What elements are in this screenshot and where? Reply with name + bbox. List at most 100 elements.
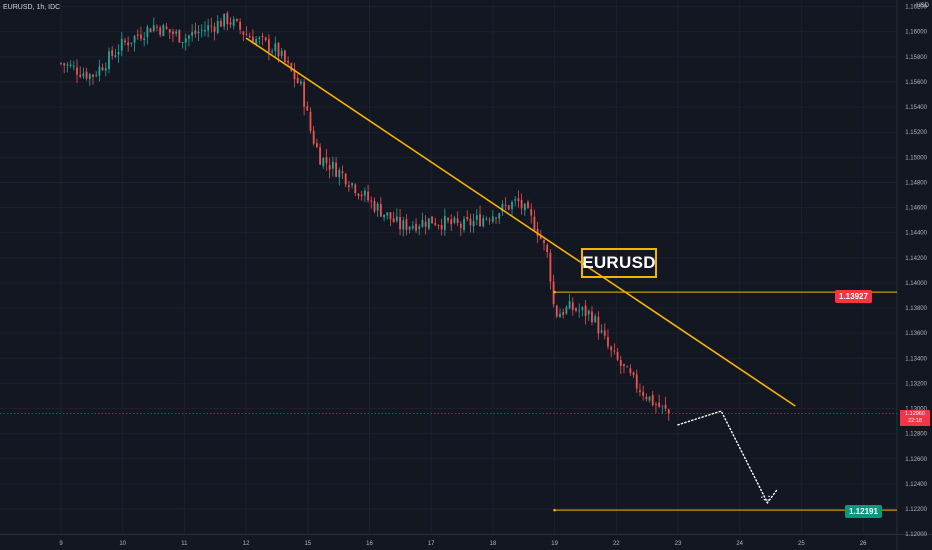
candle-body xyxy=(655,404,657,406)
candle-body xyxy=(312,130,315,144)
candle-body xyxy=(232,19,235,26)
candle-body xyxy=(507,205,510,210)
candle-body xyxy=(517,198,520,202)
candle-body xyxy=(258,37,261,40)
candle-body xyxy=(456,218,459,223)
candle-body xyxy=(76,67,78,75)
candle-body xyxy=(482,218,485,227)
y-tick-label: 1.13200 xyxy=(905,381,927,387)
x-tick-label: 25 xyxy=(798,541,805,547)
support-price-tag: 1.12191 xyxy=(845,505,882,518)
candle-body xyxy=(245,34,248,36)
candle-body xyxy=(568,301,571,309)
candle-body xyxy=(341,171,344,173)
candle-body xyxy=(584,305,587,316)
candle-body xyxy=(322,157,325,167)
y-tick-label: 1.15000 xyxy=(905,155,927,161)
candle-body xyxy=(594,316,597,322)
candle-body xyxy=(578,310,581,312)
candle-body xyxy=(261,36,264,38)
candle-body xyxy=(293,69,296,80)
candle-body xyxy=(549,252,552,282)
candle-body xyxy=(603,330,606,336)
candle-body xyxy=(469,218,472,226)
candle-body xyxy=(453,217,456,223)
candle-body xyxy=(555,305,558,317)
candle-body xyxy=(424,221,427,227)
candle-body xyxy=(210,25,213,27)
support-anchor-dot xyxy=(553,508,556,512)
candle-body xyxy=(124,40,126,43)
candle-body xyxy=(136,34,139,36)
x-tick-label: 17 xyxy=(428,541,435,547)
candle-body xyxy=(543,240,545,244)
candle-body xyxy=(79,74,82,77)
y-tick-label: 1.14600 xyxy=(905,206,927,212)
candle-body xyxy=(299,81,302,84)
candle-body xyxy=(571,302,574,311)
candle-body xyxy=(562,311,565,315)
resistance-anchor-dot xyxy=(553,290,556,294)
candle-body xyxy=(629,368,632,374)
candle-body xyxy=(226,13,229,25)
candle-body xyxy=(252,36,254,44)
candle-body xyxy=(565,307,568,314)
candle-body xyxy=(140,34,142,39)
annotation-title-box[interactable]: EURUSD xyxy=(581,248,657,278)
candle-body xyxy=(504,205,507,207)
candle-body xyxy=(149,28,152,33)
candle-body xyxy=(645,396,648,400)
candle-body xyxy=(546,244,549,253)
candle-body xyxy=(306,106,309,111)
candle-body xyxy=(559,313,561,318)
candle-body xyxy=(220,20,222,27)
y-tick-label: 1.16000 xyxy=(905,30,927,36)
candle-body xyxy=(437,225,440,226)
candle-body xyxy=(130,42,133,44)
candle-body xyxy=(415,223,417,231)
candle-body xyxy=(216,21,219,33)
candle-body xyxy=(434,223,437,226)
candle-body xyxy=(523,203,526,211)
candle-body xyxy=(188,35,190,39)
candle-body xyxy=(239,21,242,30)
candle-body xyxy=(271,51,274,53)
x-tick-label: 18 xyxy=(490,541,497,547)
candle-body xyxy=(357,193,360,196)
candle-body xyxy=(172,31,174,35)
candle-body xyxy=(466,217,469,220)
candle-body xyxy=(610,346,613,351)
candle-body xyxy=(488,219,491,221)
y-tick-label: 1.12600 xyxy=(905,457,927,463)
candle-body xyxy=(191,32,194,36)
candle-body xyxy=(619,359,622,366)
symbol-legend[interactable]: EURUSD, 1h, IDC xyxy=(3,4,61,11)
candle-body xyxy=(200,29,203,31)
currency-label: USD xyxy=(916,3,929,9)
candle-body xyxy=(431,216,433,224)
candle-body xyxy=(146,26,149,37)
candle-body xyxy=(229,22,232,25)
candle-body xyxy=(379,203,382,217)
candle-body xyxy=(591,311,593,323)
current-price-tag: 1.12960 22:18 xyxy=(900,410,930,426)
candle-body xyxy=(408,226,411,230)
candle-body xyxy=(351,183,353,186)
candle-body xyxy=(162,25,165,37)
x-tick-label: 9 xyxy=(59,541,63,547)
y-tick-label: 1.14000 xyxy=(905,281,927,287)
x-tick-label: 15 xyxy=(304,541,311,547)
candle-body xyxy=(114,55,117,57)
candle-body xyxy=(66,64,69,66)
x-tick-label: 23 xyxy=(675,541,682,547)
candle-body xyxy=(626,366,629,368)
candle-body xyxy=(472,220,475,227)
candle-body xyxy=(613,350,616,352)
candle-body xyxy=(443,216,446,231)
candle-body xyxy=(639,390,641,392)
candle-body xyxy=(181,41,184,44)
y-tick-label: 1.16200 xyxy=(905,5,927,11)
